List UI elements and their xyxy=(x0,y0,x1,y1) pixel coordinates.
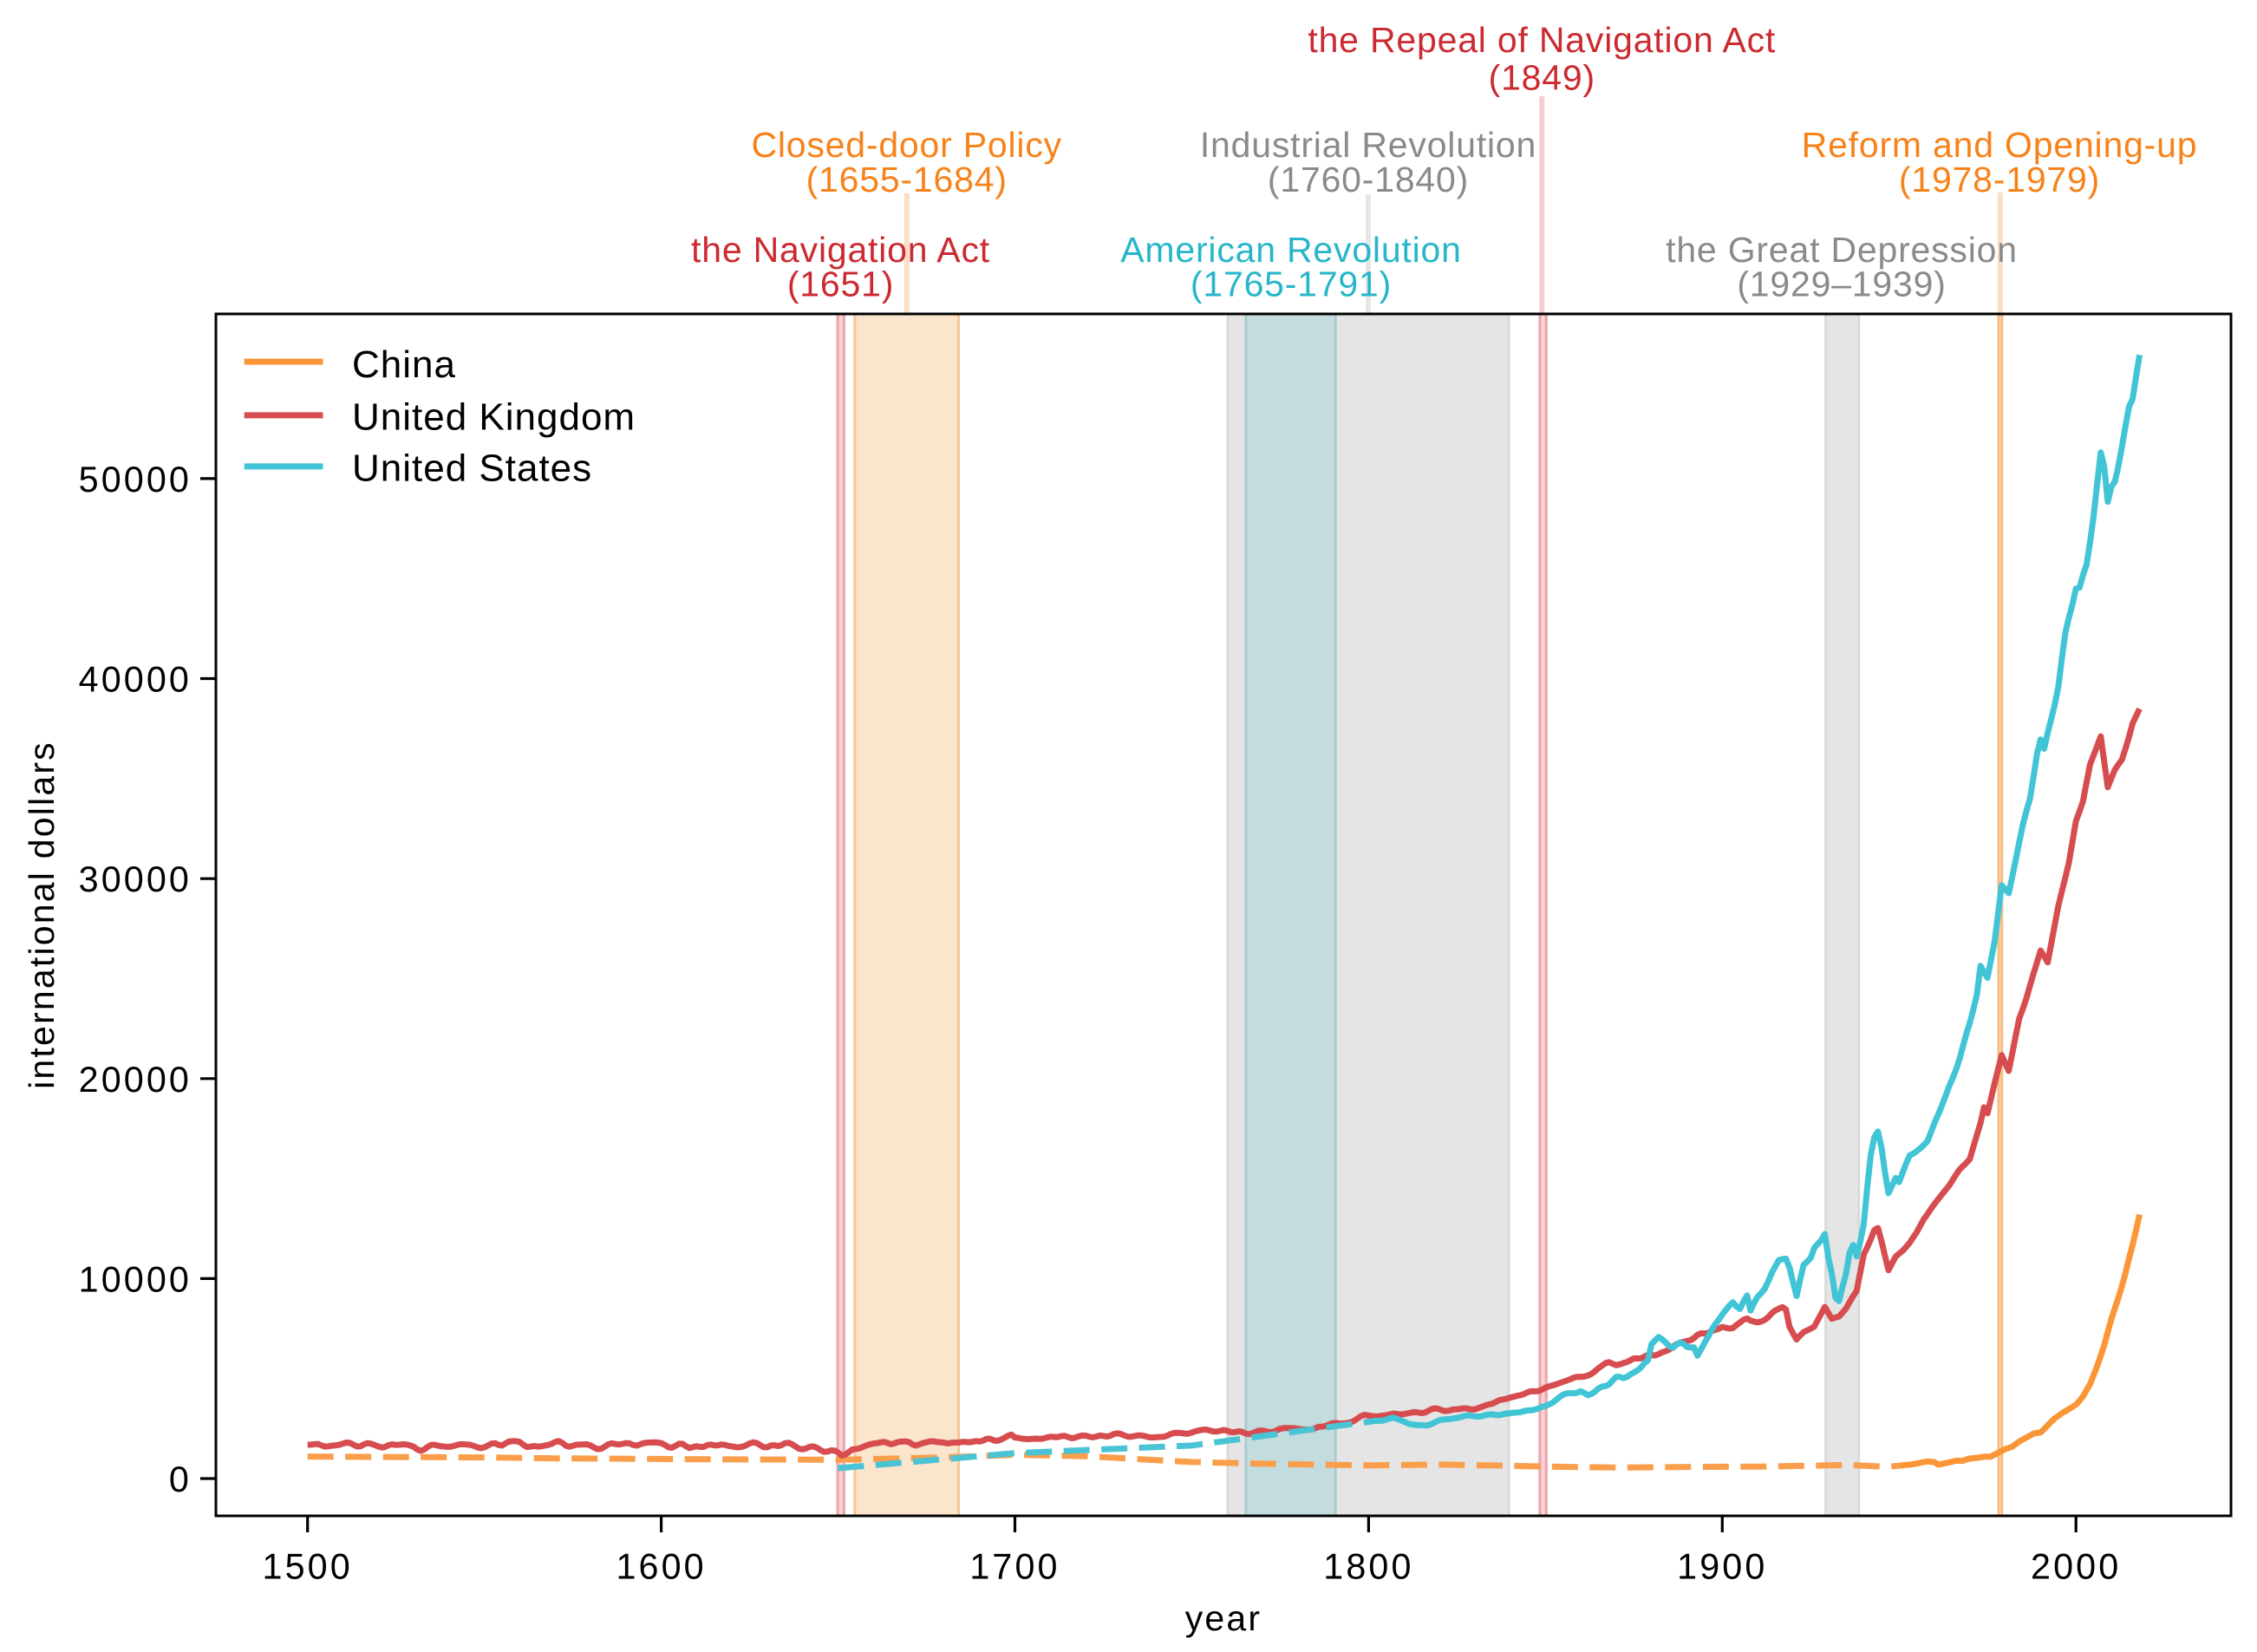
svg-text:1500: 1500 xyxy=(263,1547,353,1587)
svg-text:China: China xyxy=(352,343,456,386)
svg-text:American Revolution: American Revolution xyxy=(1120,230,1462,270)
svg-text:the Repeal of Navigation Act: the Repeal of Navigation Act xyxy=(1308,20,1776,60)
svg-text:1700: 1700 xyxy=(969,1547,1060,1587)
svg-text:20000: 20000 xyxy=(79,1060,192,1100)
svg-text:50000: 50000 xyxy=(79,460,192,500)
svg-text:(1849): (1849) xyxy=(1489,58,1595,98)
svg-text:10000: 10000 xyxy=(79,1259,192,1299)
svg-text:the Great Depression: the Great Depression xyxy=(1666,230,2018,270)
svg-text:2000: 2000 xyxy=(2031,1547,2121,1587)
svg-text:international dollars: international dollars xyxy=(22,741,62,1089)
svg-text:40000: 40000 xyxy=(79,660,192,700)
svg-text:(1760-1840): (1760-1840) xyxy=(1268,160,1469,199)
svg-text:(1765-1791): (1765-1791) xyxy=(1190,264,1392,304)
svg-text:Closed-door Policy: Closed-door Policy xyxy=(751,125,1062,165)
svg-text:(1929–1939): (1929–1939) xyxy=(1737,264,1946,304)
svg-text:Industrial Revolution: Industrial Revolution xyxy=(1200,125,1536,165)
svg-text:1900: 1900 xyxy=(1677,1547,1767,1587)
svg-text:(1978-1979): (1978-1979) xyxy=(1899,160,2100,199)
svg-text:(1651): (1651) xyxy=(787,264,894,304)
svg-text:United Kingdom: United Kingdom xyxy=(352,396,636,439)
svg-text:Reform and Opening-up: Reform and Opening-up xyxy=(1802,125,2198,165)
svg-text:1600: 1600 xyxy=(616,1547,706,1587)
svg-text:30000: 30000 xyxy=(79,859,192,899)
svg-text:the Navigation Act: the Navigation Act xyxy=(691,230,990,270)
svg-text:year: year xyxy=(1185,1598,1262,1638)
svg-text:(1655-1684): (1655-1684) xyxy=(806,160,1008,199)
svg-text:0: 0 xyxy=(169,1459,192,1499)
svg-text:United States: United States xyxy=(352,447,592,490)
svg-text:1800: 1800 xyxy=(1323,1547,1413,1587)
